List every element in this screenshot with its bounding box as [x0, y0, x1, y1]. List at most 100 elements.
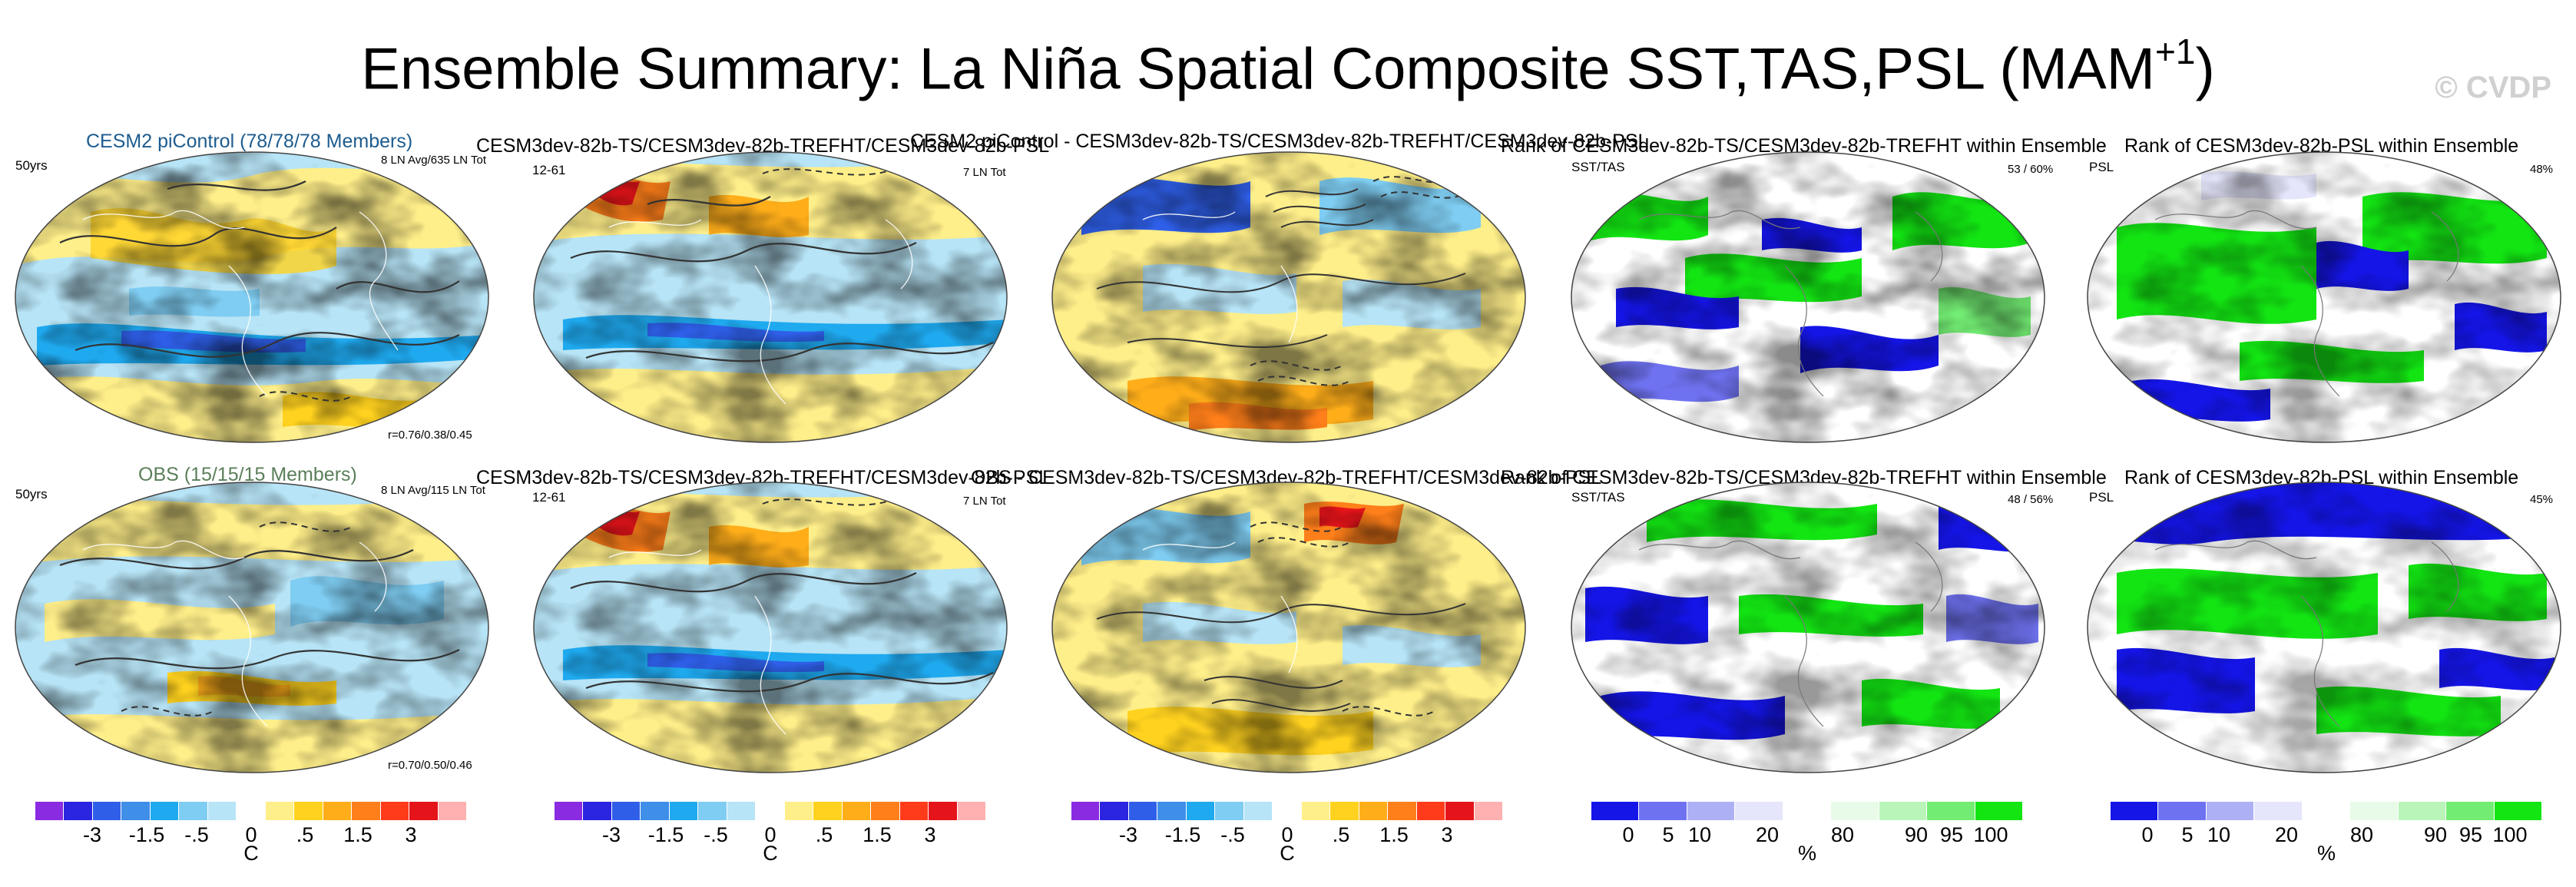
- temperature-colorbar-2: [555, 802, 986, 820]
- temperature-colorbar-swatch: [93, 802, 121, 820]
- cb4-label: 80: [1831, 823, 1854, 847]
- r1-p4-map: [1570, 151, 2046, 444]
- temperature-colorbar-swatch: [900, 802, 929, 820]
- r2-p2-map: [532, 481, 1008, 774]
- r2-p4-map: [1570, 481, 2046, 774]
- cb5-label: 90: [2424, 823, 2447, 847]
- temperature-colorbar-swatch: [1330, 802, 1359, 820]
- temperature-colorbar-swatch: [323, 802, 352, 820]
- temperature-colorbar-swatch: [583, 802, 611, 820]
- temperature-colorbar-swatch: [1129, 802, 1157, 820]
- r1-p1-map: [14, 151, 490, 444]
- temperature-colorbar-swatch: [1215, 802, 1243, 820]
- rank-colorbar-swatch: [2254, 802, 2302, 820]
- temperature-colorbar-swatch: [64, 802, 92, 820]
- cb4-label: 10: [1688, 823, 1711, 847]
- r1-p2-map: [532, 151, 1008, 444]
- temperature-colorbar-swatch: [121, 802, 150, 820]
- temperature-colorbar-swatch: [670, 802, 698, 820]
- rank-colorbar-swatch: [2399, 802, 2446, 820]
- cb5-label: 100: [2492, 823, 2527, 847]
- rank-colorbar-swatch: [2111, 802, 2158, 820]
- cb1-label: 1.5: [343, 823, 372, 847]
- rank-colorbar-swatch: [1783, 802, 1831, 820]
- rank-colorbar-swatch: [1735, 802, 1783, 820]
- temperature-colorbar-swatch: [612, 802, 641, 820]
- rank-colorbar-swatch: [2495, 802, 2542, 820]
- rank-colorbar-swatch: [2303, 802, 2350, 820]
- temperature-colorbar-3: [1071, 802, 1503, 820]
- cb3-label: -1.5: [1165, 823, 1201, 847]
- rank-colorbar-swatch: [1591, 802, 1639, 820]
- cb5-label: 20: [2275, 823, 2298, 847]
- cb3-label: .5: [1333, 823, 1350, 847]
- temperature-colorbar-swatch: [813, 802, 842, 820]
- temperature-colorbar-swatch: [929, 802, 957, 820]
- r1-p5-map: [2086, 151, 2562, 444]
- temperature-colorbar-swatch: [1445, 802, 1474, 820]
- cb5-unit: %: [2317, 842, 2336, 865]
- temperature-colorbar-swatch: [1157, 802, 1186, 820]
- temperature-colorbar-swatch: [641, 802, 669, 820]
- cb4-label: 20: [1756, 823, 1779, 847]
- temperature-colorbar-swatch: [35, 802, 64, 820]
- r1-p1-title: CESM2 piControl (78/78/78 Members): [86, 131, 412, 153]
- temperature-colorbar-swatch: [208, 802, 237, 820]
- cb3-label: -.5: [1220, 823, 1245, 847]
- temperature-colorbar-swatch: [1071, 802, 1100, 820]
- cb4-label: 90: [1905, 823, 1928, 847]
- r2-p5-map: [2086, 481, 2562, 774]
- temperature-colorbar-swatch: [439, 802, 467, 820]
- cb2-label: .5: [816, 823, 833, 847]
- cb1-label: -.5: [184, 823, 209, 847]
- temperature-colorbar-swatch: [785, 802, 813, 820]
- cb2-label: -3: [602, 823, 621, 847]
- rank-colorbar-swatch: [1927, 802, 1975, 820]
- cb1-unit: C: [243, 842, 259, 865]
- temperature-colorbar-swatch: [179, 802, 207, 820]
- r2-p3-map: [1051, 481, 1527, 774]
- cb2-label: 1.5: [863, 823, 892, 847]
- cb4-unit: %: [1798, 842, 1816, 865]
- temperature-colorbar-swatch: [381, 802, 409, 820]
- r2-p1-map: [14, 481, 490, 774]
- cb1-label: -1.5: [129, 823, 165, 847]
- cvdp-watermark: © CVDP: [2435, 71, 2551, 105]
- cb2-label: -.5: [704, 823, 728, 847]
- rank-colorbar-swatch: [2207, 802, 2254, 820]
- cb1-label: .5: [296, 823, 314, 847]
- temperature-colorbar-swatch: [151, 802, 179, 820]
- cb2-label: -1.5: [648, 823, 684, 847]
- rank-colorbar-swatch: [1975, 802, 2023, 820]
- cb3-label: -3: [1119, 823, 1137, 847]
- temperature-colorbar-swatch: [698, 802, 727, 820]
- temperature-colorbar-swatch: [1359, 802, 1388, 820]
- cb4-label: 0: [1622, 823, 1634, 847]
- cb1-label: -3: [83, 823, 101, 847]
- temperature-colorbar-swatch: [352, 802, 380, 820]
- temperature-colorbar-swatch: [756, 802, 784, 820]
- cb4-label: 5: [1662, 823, 1674, 847]
- temperature-colorbar-1: [35, 802, 467, 820]
- rank-colorbar-2: [2111, 802, 2542, 820]
- cb3-unit: C: [1280, 842, 1295, 865]
- temperature-colorbar-swatch: [237, 802, 265, 820]
- rank-colorbar-swatch: [1639, 802, 1687, 820]
- cb5-label: 80: [2350, 823, 2373, 847]
- cb4-label: 100: [1973, 823, 2008, 847]
- rank-colorbar-swatch: [2350, 802, 2398, 820]
- temperature-colorbar-swatch: [1388, 802, 1416, 820]
- temperature-colorbar-swatch: [1302, 802, 1330, 820]
- temperature-colorbar-swatch: [1417, 802, 1445, 820]
- temperature-colorbar-swatch: [294, 802, 323, 820]
- cb3-label: 1.5: [1379, 823, 1409, 847]
- cb5-label: 95: [2459, 823, 2482, 847]
- r2-p1-corr: r=0.70/0.50/0.46: [388, 759, 472, 772]
- temperature-colorbar-swatch: [555, 802, 583, 820]
- temperature-colorbar-swatch: [1244, 802, 1273, 820]
- temperature-colorbar-swatch: [409, 802, 438, 820]
- temperature-colorbar-swatch: [958, 802, 986, 820]
- cb2-label: 3: [924, 823, 935, 847]
- temperature-colorbar-swatch: [266, 802, 294, 820]
- cb5-label: 10: [2207, 823, 2230, 847]
